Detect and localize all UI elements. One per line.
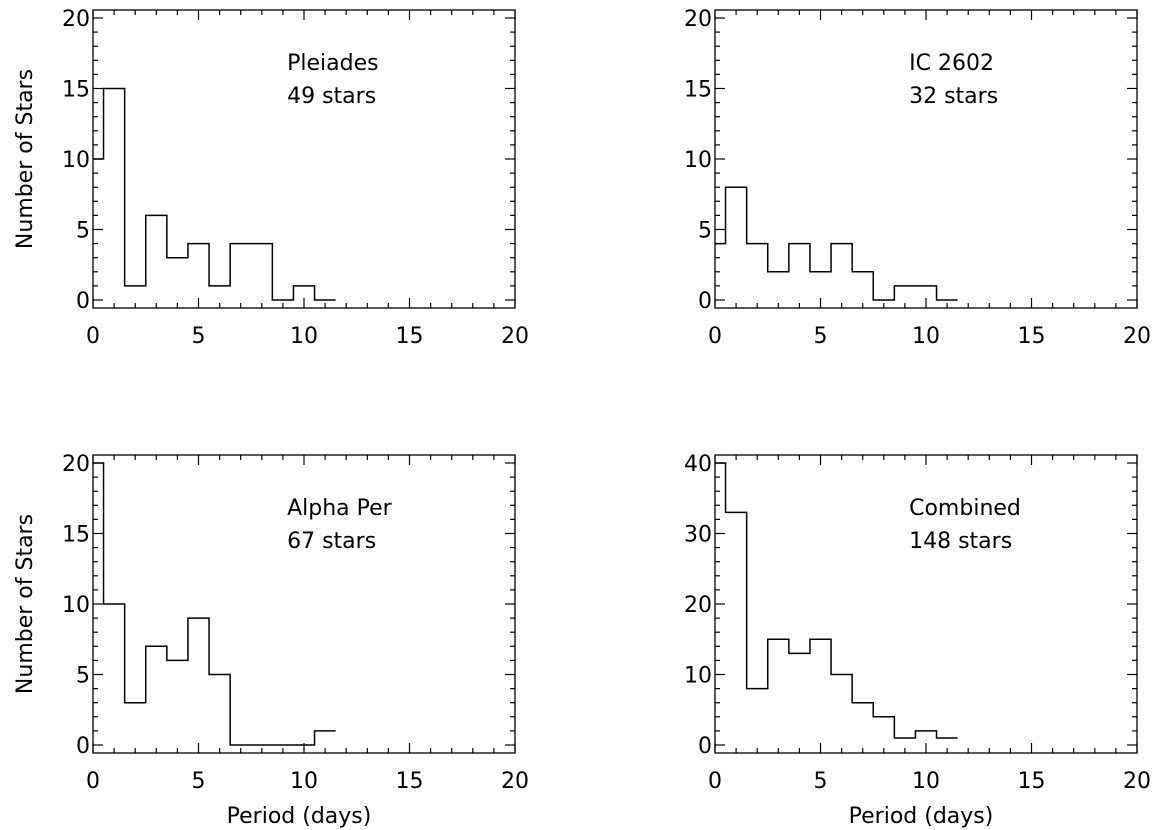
x-tick-label: 10 — [912, 324, 940, 349]
y-tick-label: 0 — [76, 289, 90, 314]
histogram-steps — [93, 87, 336, 301]
histogram-steps — [715, 462, 958, 739]
y-tick-label: 5 — [76, 219, 90, 244]
x-tick-label: 0 — [708, 769, 722, 794]
cluster-name-label: IC 2602 — [909, 51, 994, 76]
x-tick-label: 0 — [86, 324, 100, 349]
x-tick-label: 0 — [708, 324, 722, 349]
star-count-label: 67 stars — [287, 529, 376, 554]
x-tick-label: 10 — [290, 324, 318, 349]
x-tick-label: 20 — [1123, 769, 1151, 794]
cluster-name-label: Alpha Per — [287, 496, 393, 521]
x-tick-label: 5 — [192, 324, 206, 349]
x-tick-label: 15 — [396, 324, 424, 349]
y-tick-label: 40 — [684, 452, 712, 477]
y-tick-label: 15 — [684, 78, 712, 103]
star-count-label: 49 stars — [287, 84, 376, 109]
x-axis-title: Period (days) — [849, 804, 994, 829]
x-tick-label: 10 — [912, 769, 940, 794]
x-tick-label: 20 — [1123, 324, 1151, 349]
histogram-panel-1: 0 5 10 15 20 0 5 10 15 20 Pleiades 49 stars Number o… — [13, 7, 529, 349]
x-tick-label: 15 — [1018, 324, 1046, 349]
x-tick-label: 5 — [192, 769, 206, 794]
y-tick-label: 20 — [62, 7, 90, 32]
x-tick-label: 15 — [396, 769, 424, 794]
histogram-steps — [715, 186, 958, 301]
x-tick-label: 20 — [501, 769, 529, 794]
y-tick-label: 10 — [62, 593, 90, 618]
y-tick-label: 20 — [684, 593, 712, 618]
y-tick-label: 0 — [698, 734, 712, 759]
x-tick-label: 20 — [501, 324, 529, 349]
x-tick-label: 0 — [86, 769, 100, 794]
x-tick-label: 5 — [814, 769, 828, 794]
y-tick-label: 0 — [76, 734, 90, 759]
y-tick-label: 20 — [684, 7, 712, 32]
y-axis-title: Number of Stars — [13, 514, 38, 694]
cluster-name-label: Pleiades — [287, 51, 378, 76]
y-tick-label: 10 — [684, 148, 712, 173]
star-count-label: 32 stars — [909, 84, 998, 109]
x-tick-label: 10 — [290, 769, 318, 794]
x-axis-title: Period (days) — [227, 804, 372, 829]
y-tick-label: 20 — [62, 452, 90, 477]
y-tick-label: 10 — [684, 664, 712, 689]
y-tick-label: 15 — [62, 523, 90, 548]
y-axis-title: Number of Stars — [13, 69, 38, 249]
x-tick-label: 5 — [814, 324, 828, 349]
y-tick-label: 5 — [76, 664, 90, 689]
cluster-name-label: Combined — [909, 496, 1021, 521]
y-tick-label: 30 — [684, 523, 712, 548]
y-tick-label: 15 — [62, 78, 90, 103]
histogram-panel-2: 0 5 10 15 20 0 5 10 15 20 IC 2602 32 stars — [684, 7, 1151, 349]
histogram-panel-4: 0 5 10 15 20 0 10 20 30 40 Combined 148 stars Period… — [684, 452, 1151, 829]
histogram-steps — [93, 462, 336, 746]
y-tick-label: 0 — [698, 289, 712, 314]
y-tick-label: 5 — [698, 219, 712, 244]
y-tick-label: 10 — [62, 148, 90, 173]
histogram-panel-3: 0 5 10 15 20 0 5 10 15 20 Alpha Per 67 stars Number … — [13, 452, 529, 829]
x-tick-label: 15 — [1018, 769, 1046, 794]
star-count-label: 148 stars — [909, 529, 1012, 554]
